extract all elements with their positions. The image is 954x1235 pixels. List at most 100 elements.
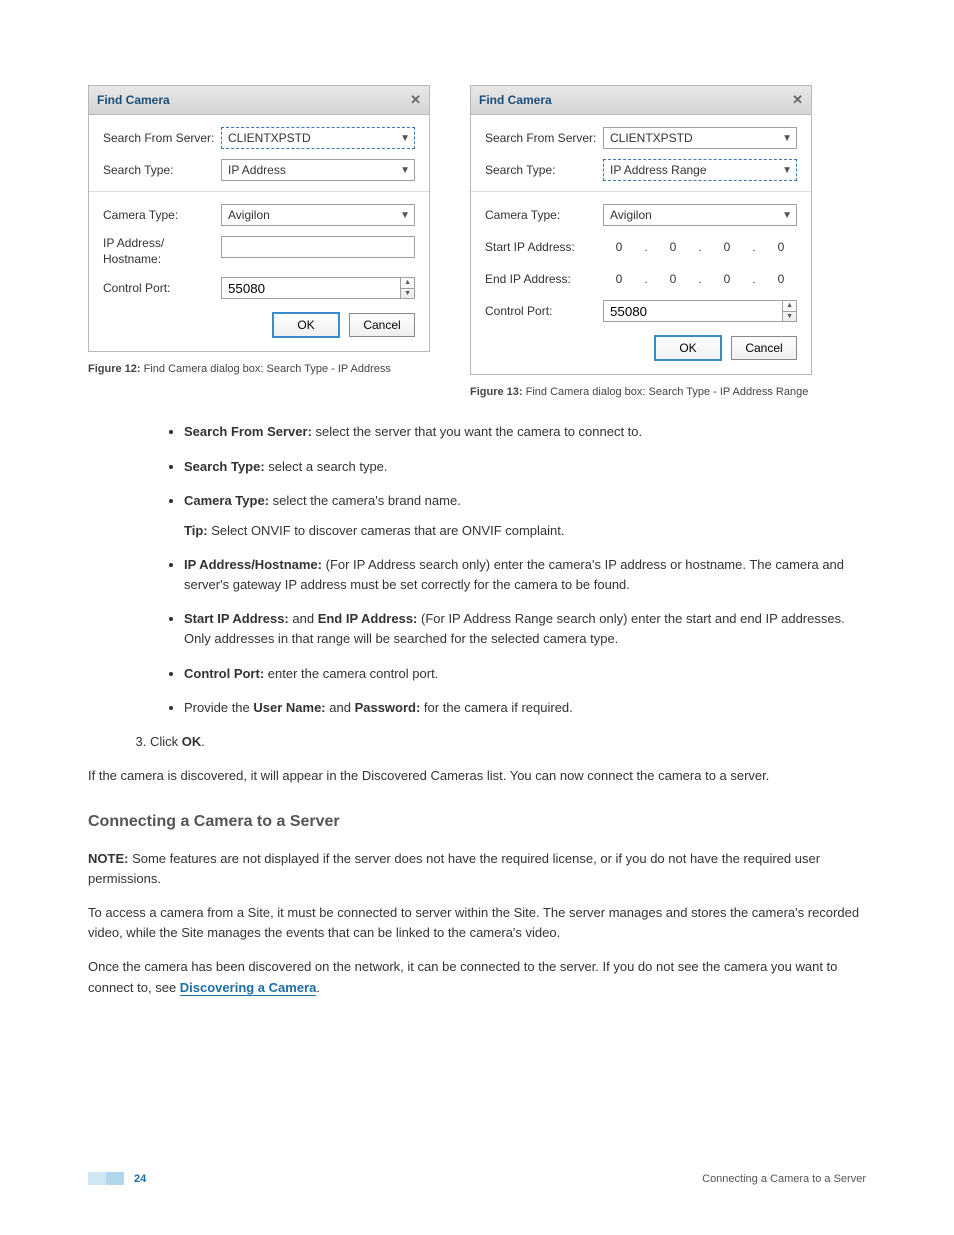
caption-bold: Figure 12: — [88, 363, 141, 375]
note-text: Some features are not displayed if the s… — [88, 851, 820, 886]
octet[interactable]: 0 — [603, 272, 635, 286]
note-paragraph: NOTE: Some features are not displayed if… — [88, 849, 866, 889]
desc: select the camera's brand name. — [269, 493, 461, 508]
camera-type-value: Avigilon — [228, 208, 270, 222]
list-item: IP Address/Hostname: (For IP Address sea… — [184, 555, 866, 595]
ip-hostname-input[interactable] — [221, 236, 415, 258]
control-port-input[interactable] — [603, 300, 782, 322]
label-start-ip: Start IP Address: — [485, 240, 603, 254]
end-ip-input[interactable]: 0. 0. 0. 0 — [603, 268, 797, 290]
list-item: Search From Server: select the server th… — [184, 422, 866, 442]
caption-text: Find Camera dialog box: Search Type - IP… — [141, 363, 391, 375]
note-label: NOTE: — [88, 851, 128, 866]
dialog-titlebar: Find Camera ✕ — [471, 86, 811, 115]
ok-button[interactable]: OK — [655, 336, 721, 360]
label-end-ip: End IP Address: — [485, 272, 603, 286]
label-control-port: Control Port: — [103, 281, 221, 295]
dialog-title: Find Camera — [97, 93, 170, 107]
term: IP Address/Hostname: — [184, 557, 322, 572]
desc: select a search type. — [265, 459, 388, 474]
chevron-down-icon: ▼ — [782, 133, 792, 144]
server-value: CLIENTXPSTD — [610, 131, 693, 145]
octet[interactable]: 0 — [711, 272, 743, 286]
term: Password: — [355, 700, 421, 715]
server-select[interactable]: CLIENTXPSTD ▼ — [603, 127, 797, 149]
list-item: Start IP Address: and End IP Address: (F… — [184, 609, 866, 649]
ok-button[interactable]: OK — [273, 313, 339, 337]
close-icon[interactable]: ✕ — [792, 92, 803, 108]
figure-12: Find Camera ✕ Search From Server: CLIENT… — [88, 85, 430, 400]
label-search-type: Search Type: — [103, 163, 221, 177]
text: . — [201, 734, 205, 749]
search-type-select[interactable]: IP Address ▼ — [221, 159, 415, 181]
server-select[interactable]: CLIENTXPSTD ▼ — [221, 127, 415, 149]
cancel-button[interactable]: Cancel — [349, 313, 415, 337]
control-port-input[interactable] — [221, 277, 400, 299]
text: and — [289, 611, 318, 626]
spinner-up-icon[interactable]: ▲ — [401, 278, 414, 289]
chevron-down-icon: ▼ — [782, 165, 792, 176]
term: OK — [182, 734, 202, 749]
list-item: Camera Type: select the camera's brand n… — [184, 491, 866, 541]
caption-bold: Figure 13: — [470, 386, 523, 398]
spinner-up-icon[interactable]: ▲ — [783, 301, 796, 312]
desc: enter the camera control port. — [264, 666, 438, 681]
tip: Tip: Select ONVIF to discover cameras th… — [184, 521, 866, 541]
section-heading: Connecting a Camera to a Server — [88, 810, 866, 835]
search-type-select[interactable]: IP Address Range ▼ — [603, 159, 797, 181]
divider — [89, 191, 429, 192]
term: Start IP Address: — [184, 611, 289, 626]
octet[interactable]: 0 — [657, 272, 689, 286]
term: Camera Type: — [184, 493, 269, 508]
octet[interactable]: 0 — [657, 240, 689, 254]
chevron-down-icon: ▼ — [400, 165, 410, 176]
octet[interactable]: 0 — [765, 240, 797, 254]
caption-text: Find Camera dialog box: Search Type - IP… — [523, 386, 809, 398]
camera-type-select[interactable]: Avigilon ▼ — [603, 204, 797, 226]
chevron-down-icon: ▼ — [400, 210, 410, 221]
chevron-down-icon: ▼ — [782, 210, 792, 221]
term: User Name: — [253, 700, 325, 715]
figures-row: Find Camera ✕ Search From Server: CLIENT… — [88, 85, 866, 400]
spinner-buttons[interactable]: ▲ ▼ — [782, 300, 797, 322]
paragraph: To access a camera from a Site, it must … — [88, 903, 866, 943]
field-descriptions: Search From Server: select the server th… — [140, 422, 866, 717]
discovering-camera-link[interactable]: Discovering a Camera — [180, 980, 317, 996]
list-item: Provide the User Name: and Password: for… — [184, 698, 866, 718]
camera-type-select[interactable]: Avigilon ▼ — [221, 204, 415, 226]
paragraph: If the camera is discovered, it will app… — [88, 766, 866, 786]
dialog-titlebar: Find Camera ✕ — [89, 86, 429, 115]
spinner-down-icon[interactable]: ▼ — [783, 312, 796, 322]
list-item: Control Port: enter the camera control p… — [184, 664, 866, 684]
dialog-body: Search From Server: CLIENTXPSTD ▼ Search… — [471, 115, 811, 374]
search-type-value: IP Address — [228, 163, 286, 177]
dialog-title: Find Camera — [479, 93, 552, 107]
search-type-value: IP Address Range — [610, 163, 707, 177]
step-3: Click OK. — [150, 732, 866, 752]
footer-title: Connecting a Camera to a Server — [702, 1173, 866, 1185]
label-server: Search From Server: — [103, 131, 221, 145]
desc: for the camera if required. — [420, 700, 572, 715]
term: Search Type: — [184, 459, 265, 474]
paragraph: Once the camera has been discovered on t… — [88, 957, 866, 997]
text: Click — [150, 734, 182, 749]
tip-text: Select ONVIF to discover cameras that ar… — [208, 523, 565, 538]
close-icon[interactable]: ✕ — [410, 92, 421, 108]
steps: Click OK. — [88, 732, 866, 752]
term: Search From Server: — [184, 424, 312, 439]
find-camera-dialog-ip: Find Camera ✕ Search From Server: CLIENT… — [88, 85, 430, 352]
octet[interactable]: 0 — [711, 240, 743, 254]
find-camera-dialog-range: Find Camera ✕ Search From Server: CLIENT… — [470, 85, 812, 375]
camera-type-value: Avigilon — [610, 208, 652, 222]
octet[interactable]: 0 — [603, 240, 635, 254]
figure-13-caption: Figure 13: Find Camera dialog box: Searc… — [470, 385, 812, 400]
figure-12-caption: Figure 12: Find Camera dialog box: Searc… — [88, 362, 430, 377]
text: and — [326, 700, 355, 715]
cancel-button[interactable]: Cancel — [731, 336, 797, 360]
spinner-down-icon[interactable]: ▼ — [401, 289, 414, 299]
octet[interactable]: 0 — [765, 272, 797, 286]
list-item: Search Type: select a search type. — [184, 457, 866, 477]
spinner-buttons[interactable]: ▲ ▼ — [400, 277, 415, 299]
label-control-port: Control Port: — [485, 304, 603, 318]
start-ip-input[interactable]: 0. 0. 0. 0 — [603, 236, 797, 258]
